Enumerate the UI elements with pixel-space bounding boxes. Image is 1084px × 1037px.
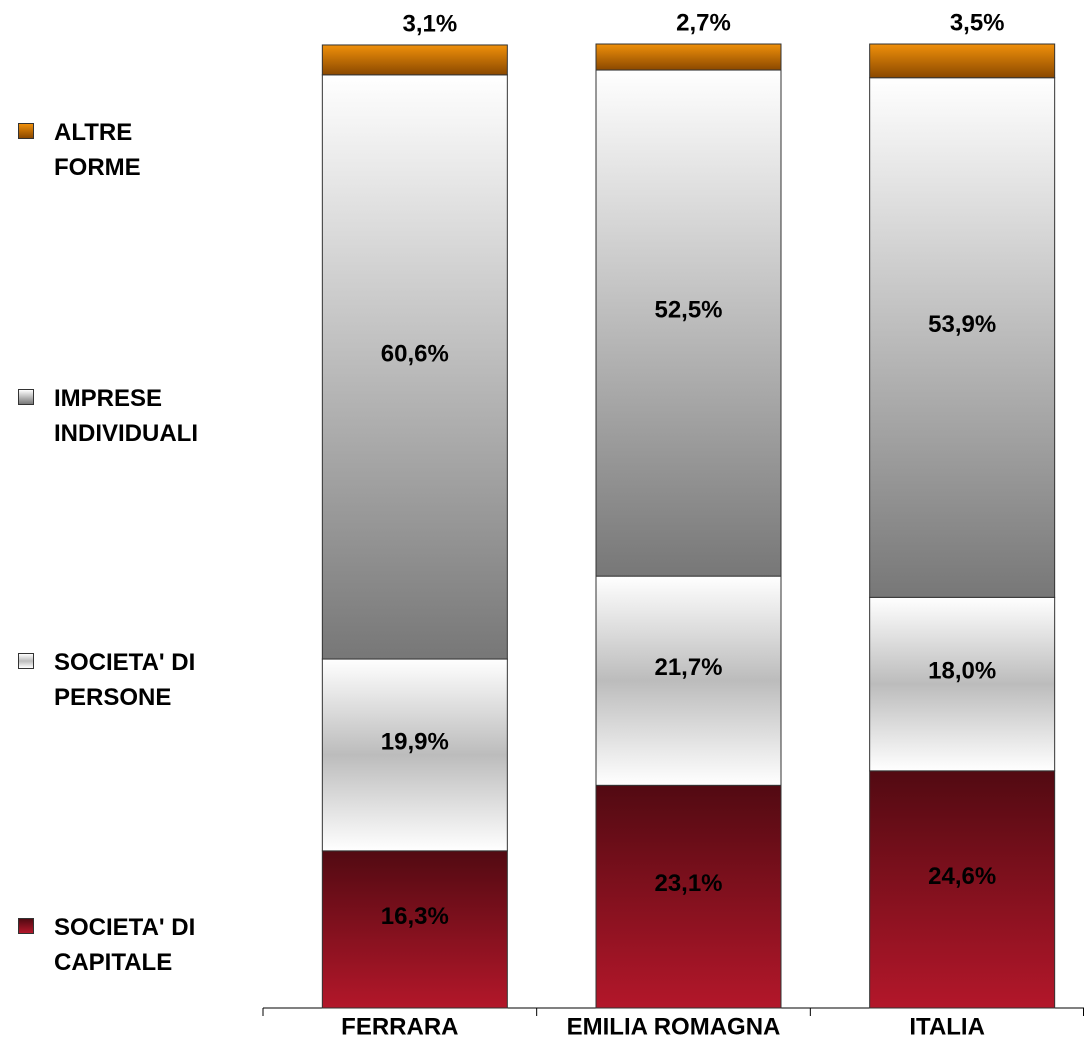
data-label: 18,0% xyxy=(928,657,996,684)
legend-item: SOCIETA' DI PERSONE xyxy=(18,645,274,715)
bar-segment xyxy=(869,770,1056,1009)
legend-label: IMPRESE INDIVIDUALI xyxy=(54,385,198,447)
bar-segment xyxy=(869,596,1056,772)
legend-swatch xyxy=(18,389,34,405)
data-label: 19,9% xyxy=(381,728,449,755)
data-label: 53,9% xyxy=(928,311,996,338)
bar-segment xyxy=(321,658,508,852)
legend-item: IMPRESE INDIVIDUALI xyxy=(18,381,274,451)
data-label: 21,7% xyxy=(654,654,722,681)
x-tick-label: ITALIA xyxy=(909,1013,985,1037)
legend-item: ALTRE FORME xyxy=(18,115,174,185)
data-label: 3,5% xyxy=(950,9,1005,36)
bar-segment xyxy=(869,77,1056,598)
legend-swatch xyxy=(18,123,34,139)
bar-segment xyxy=(869,43,1056,79)
data-label: 3,1% xyxy=(402,10,457,37)
legend-swatch xyxy=(18,918,34,934)
data-label: 2,7% xyxy=(676,9,731,36)
bar-segment xyxy=(321,44,508,76)
legend-swatch xyxy=(18,653,34,669)
bar-segment xyxy=(595,43,782,71)
legend-label: ALTRE FORME xyxy=(54,119,141,181)
x-tick-label: FERRARA xyxy=(341,1013,458,1037)
bar-segment xyxy=(321,74,508,660)
data-label: 52,5% xyxy=(654,296,722,323)
legend-label: SOCIETA' DI PERSONE xyxy=(54,649,196,711)
legend-label: SOCIETA' DI CAPITALE xyxy=(54,914,196,976)
bar-segment xyxy=(595,784,782,1009)
data-label: 23,1% xyxy=(654,870,722,897)
x-tick-label: EMILIA ROMAGNA xyxy=(567,1013,781,1037)
legend-item: SOCIETA' DI CAPITALE xyxy=(18,910,274,980)
data-label: 16,3% xyxy=(381,903,449,930)
bar-segment xyxy=(595,69,782,577)
bar-segment xyxy=(595,575,782,786)
data-label: 24,6% xyxy=(928,863,996,890)
data-label: 60,6% xyxy=(381,340,449,367)
bar-segment xyxy=(321,850,508,1009)
